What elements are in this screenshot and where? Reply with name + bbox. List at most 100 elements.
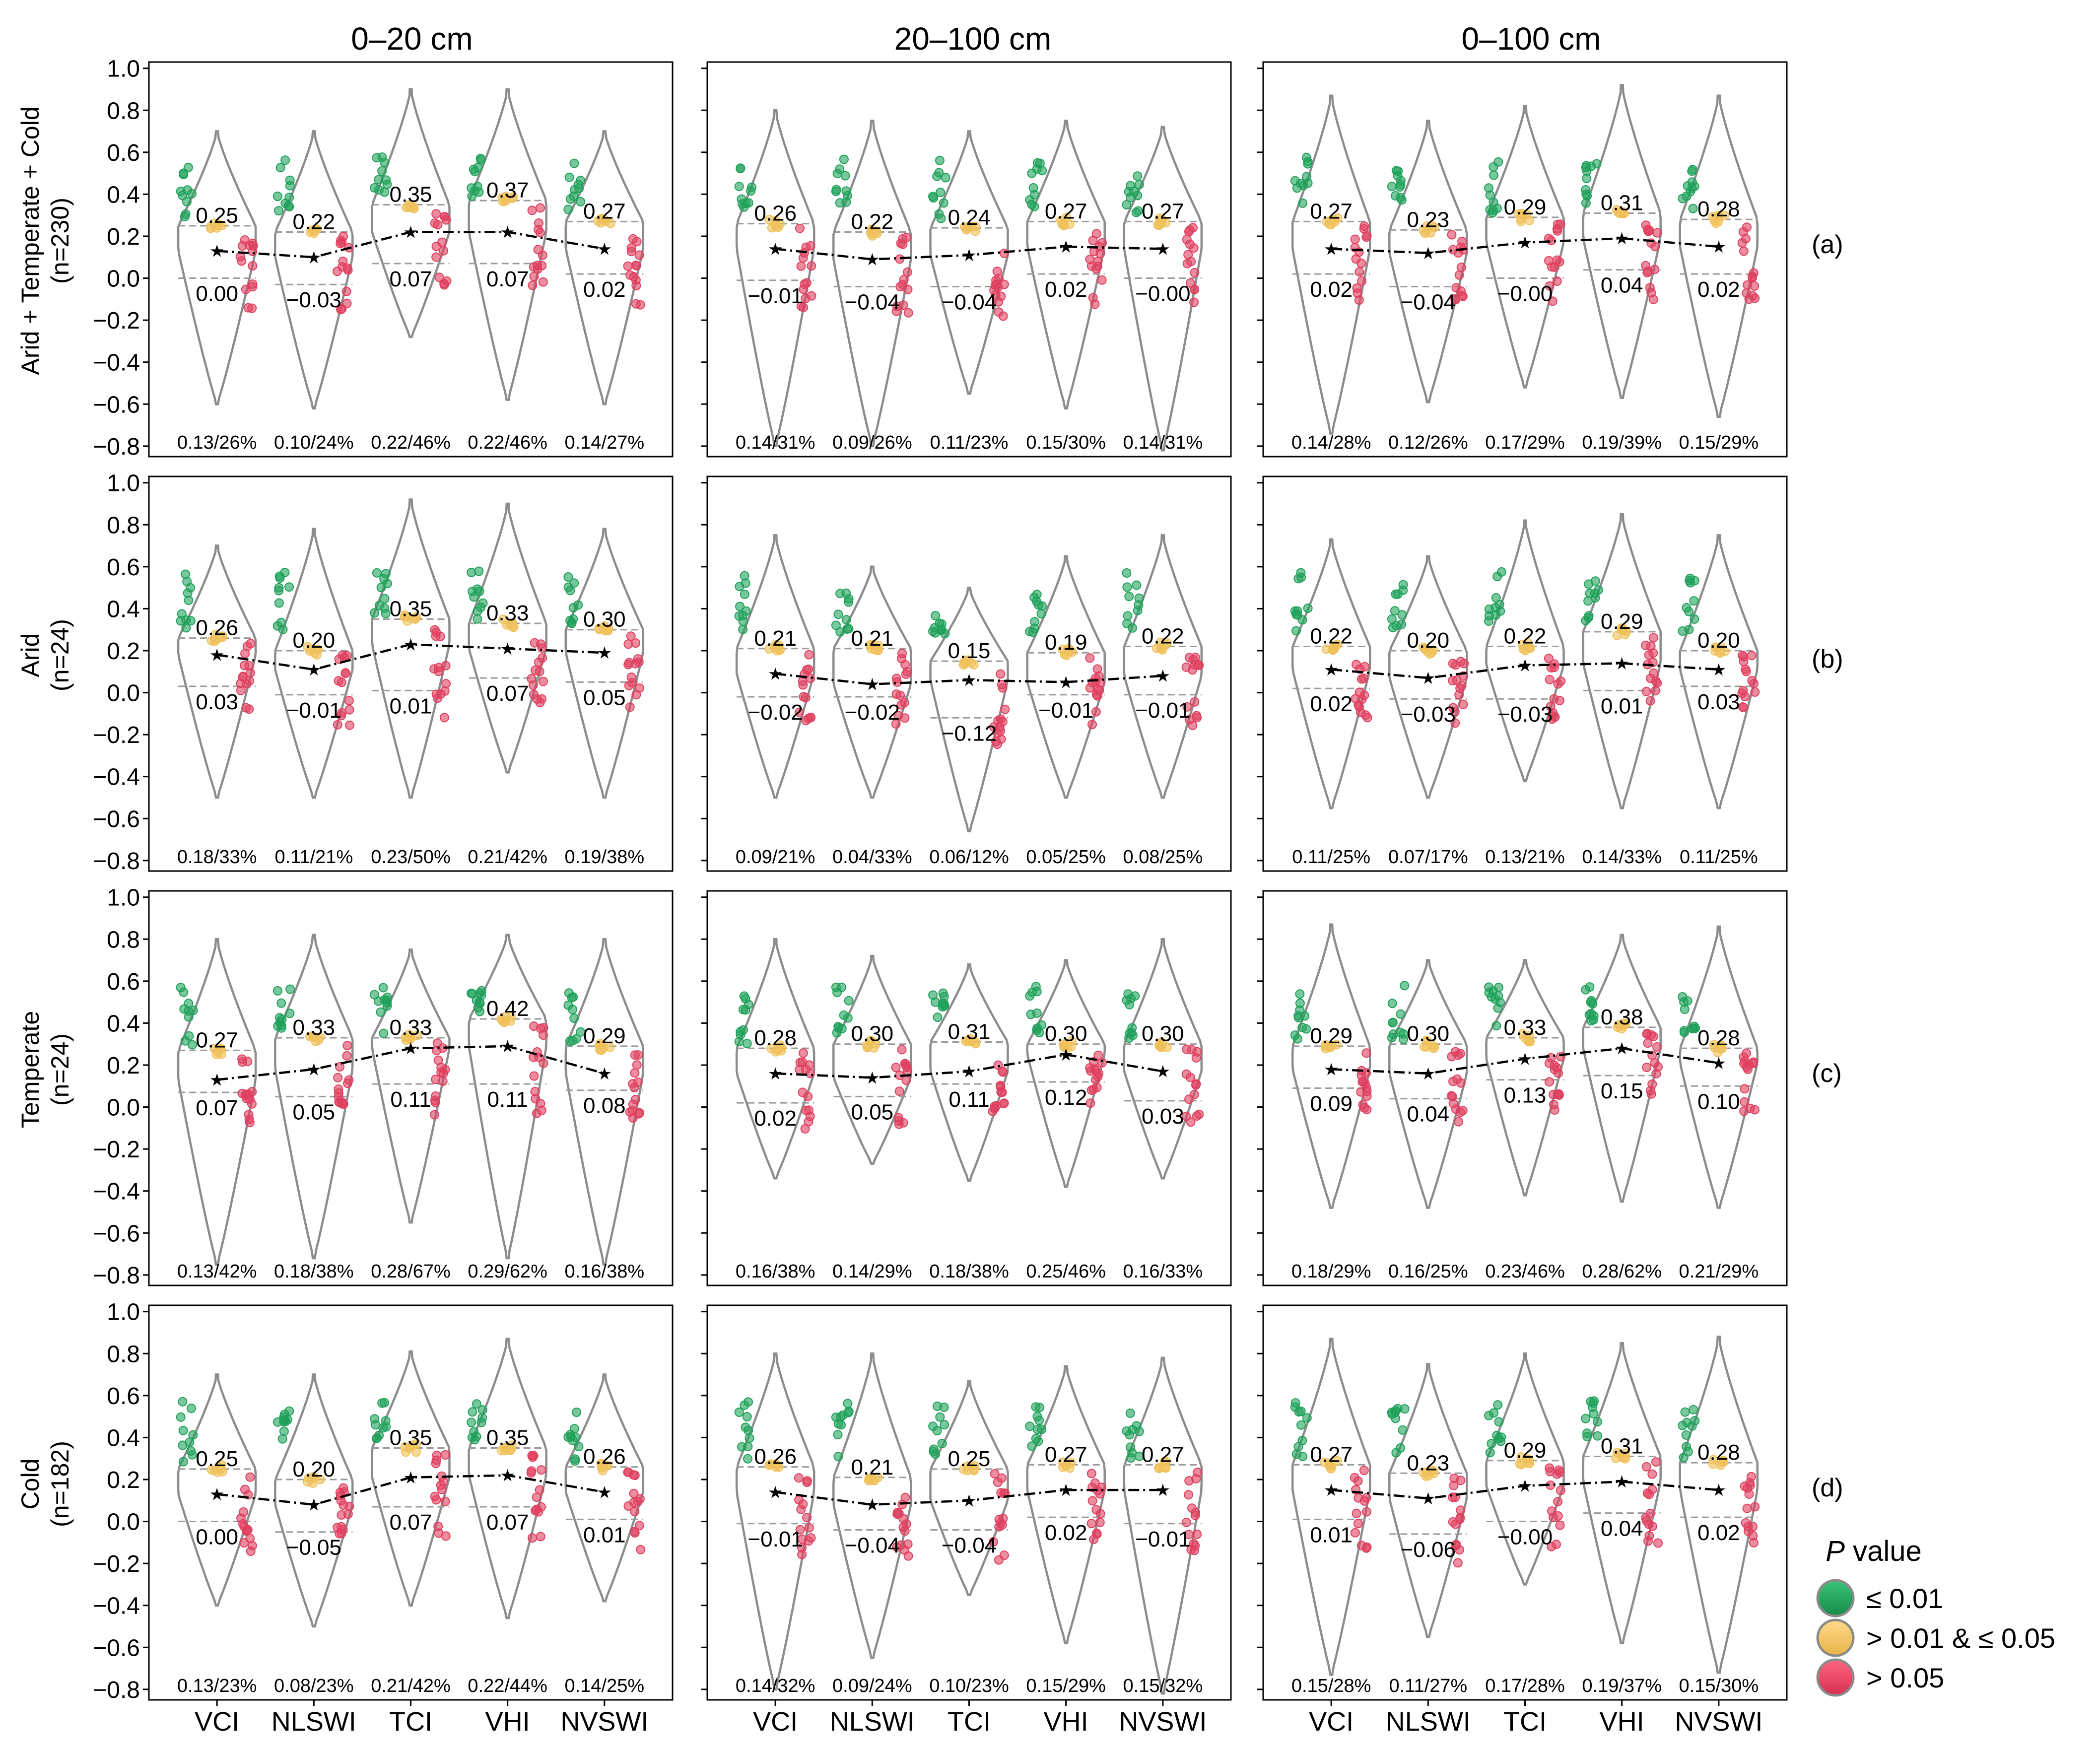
point-VHI: [1650, 265, 1660, 274]
panel-r0-c0: 1.0 0.8 0.6 0.4 0.2 0.0 −0.2 −0.4 −0.6 −0.8 0.25 0.…: [93, 56, 674, 460]
point-VCI: [1291, 626, 1301, 636]
row-label-1-line1: Arid: [16, 633, 44, 677]
mean-marker-NVSWI: ★: [1155, 240, 1170, 259]
point-NVSWI: [1185, 278, 1195, 288]
y-tick-label: 0.4: [107, 596, 140, 622]
point-NVSWI: [630, 1094, 640, 1104]
legend-swatch-green: [1816, 1579, 1855, 1617]
point-NLSWI: [1387, 182, 1397, 192]
point-VCI: [799, 692, 809, 702]
mean-marker-VHI: ★: [1058, 1046, 1073, 1065]
violin-TCI: [371, 948, 451, 1224]
point-TCI: [1491, 610, 1501, 620]
mean-line: [216, 1474, 605, 1506]
point-VCI: [178, 191, 188, 201]
mean-marker-TCI: ★: [403, 1039, 418, 1058]
point-VCI: [240, 1484, 250, 1494]
point-NVSWI: [1181, 1518, 1191, 1527]
panel-frame: [1262, 890, 1788, 1286]
mean-line: [775, 245, 1163, 261]
lower-quartile-label-TCI: −0.04: [942, 290, 997, 314]
violin-VHI: [468, 1338, 547, 1619]
point-TCI: [993, 728, 1003, 738]
violin-NVSWI: [1123, 938, 1203, 1180]
point-TCI: [430, 1110, 439, 1120]
point-VHI: [533, 261, 542, 270]
panel-frame: [148, 890, 674, 1286]
bottom-label-VHI: 0.22/44%: [468, 1676, 547, 1696]
lower-quartile-label-VCI: 0.01: [1310, 1523, 1353, 1547]
row-label-2-line1: Temperate: [16, 1011, 44, 1128]
point-NLSWI: [833, 1430, 843, 1440]
y-tick-label: 0.2: [107, 1467, 140, 1493]
point-VHI: [1029, 593, 1039, 603]
point-VHI: [1619, 208, 1629, 218]
point-NVSWI: [1184, 1476, 1194, 1485]
lower-quartile-label-TCI: −0.12: [942, 721, 997, 745]
point-VCI: [734, 182, 744, 192]
point-VCI: [1302, 1413, 1312, 1423]
point-TCI: [430, 625, 440, 635]
point-VCI: [243, 1525, 253, 1535]
mean-marker-TCI: ★: [961, 671, 976, 690]
violin-NVSWI: [564, 528, 645, 799]
point-NVSWI: [1746, 1472, 1756, 1482]
point-NLSWI: [836, 1412, 846, 1422]
point-VCI: [184, 999, 194, 1009]
y-tick-label: −0.6: [93, 392, 140, 418]
point-VHI: [1645, 696, 1655, 706]
point-VHI: [1648, 633, 1658, 643]
point-NVSWI: [1189, 1539, 1199, 1549]
bottom-label-NLSWI: 0.08/23%: [274, 1676, 354, 1696]
point-NVSWI: [1681, 1430, 1691, 1440]
x-tick-label-TCI: TCI: [389, 1707, 432, 1737]
point-VHI: [1088, 1084, 1098, 1094]
bottom-label-NVSWI: 0.14/25%: [565, 1676, 645, 1696]
x-tick-label-VCI: VCI: [1309, 1707, 1354, 1737]
point-NVSWI: [1748, 1522, 1758, 1532]
point-NVSWI: [633, 1078, 643, 1087]
point-VCI: [1362, 1542, 1372, 1552]
point-NVSWI: [1679, 997, 1689, 1007]
lower-quartile-label-VCI: 0.02: [1310, 692, 1353, 716]
point-TCI: [377, 166, 387, 176]
x-tick-label-NLSWI: NLSWI: [830, 1707, 915, 1737]
point-VHI: [1060, 1042, 1070, 1052]
y-tick-label: 1.0: [107, 1299, 140, 1326]
point-NLSWI: [1396, 1009, 1406, 1019]
point-VHI: [474, 566, 484, 576]
lower-quartile-label-NLSWI: −0.01: [286, 698, 341, 723]
point-VCI: [1354, 1493, 1363, 1503]
point-NVSWI: [563, 204, 573, 214]
point-VHI: [1622, 626, 1631, 636]
point-TCI: [937, 1439, 947, 1448]
lower-quartile-label-NLSWI: 0.05: [851, 1100, 894, 1124]
point-NVSWI: [1739, 657, 1749, 667]
point-NLSWI: [285, 1009, 295, 1018]
x-tick-label-VCI: VCI: [195, 1707, 239, 1737]
point-NVSWI: [1123, 611, 1133, 621]
upper-quartile-label-VHI: 0.35: [486, 1426, 529, 1450]
x-tick-label-NLSWI: NLSWI: [271, 1707, 356, 1737]
point-TCI: [1489, 170, 1499, 180]
mean-marker-NVSWI: ★: [597, 1065, 612, 1083]
y-tick-label: 1.0: [107, 885, 140, 911]
point-NVSWI: [1193, 1468, 1203, 1477]
point-TCI: [939, 999, 949, 1009]
point-NLSWI: [1400, 1404, 1410, 1414]
point-VCI: [241, 284, 251, 294]
point-VHI: [1590, 589, 1600, 599]
mean-marker-VCI: ★: [209, 1485, 224, 1504]
point-VCI: [794, 1473, 804, 1483]
row-label-2-line2: (n=24): [46, 1033, 74, 1106]
point-TCI: [409, 614, 419, 624]
point-VHI: [470, 186, 480, 196]
panel-frame: [706, 890, 1232, 1286]
upper-quartile-label-VHI: 0.30: [1045, 1022, 1087, 1046]
point-VHI: [527, 1466, 537, 1476]
y-tick-label: −0.4: [93, 764, 140, 791]
point-VCI: [244, 676, 254, 686]
upper-quartile-label-VCI: 0.27: [196, 1028, 238, 1052]
point-VCI: [798, 1087, 808, 1097]
point-VCI: [1361, 1048, 1371, 1058]
